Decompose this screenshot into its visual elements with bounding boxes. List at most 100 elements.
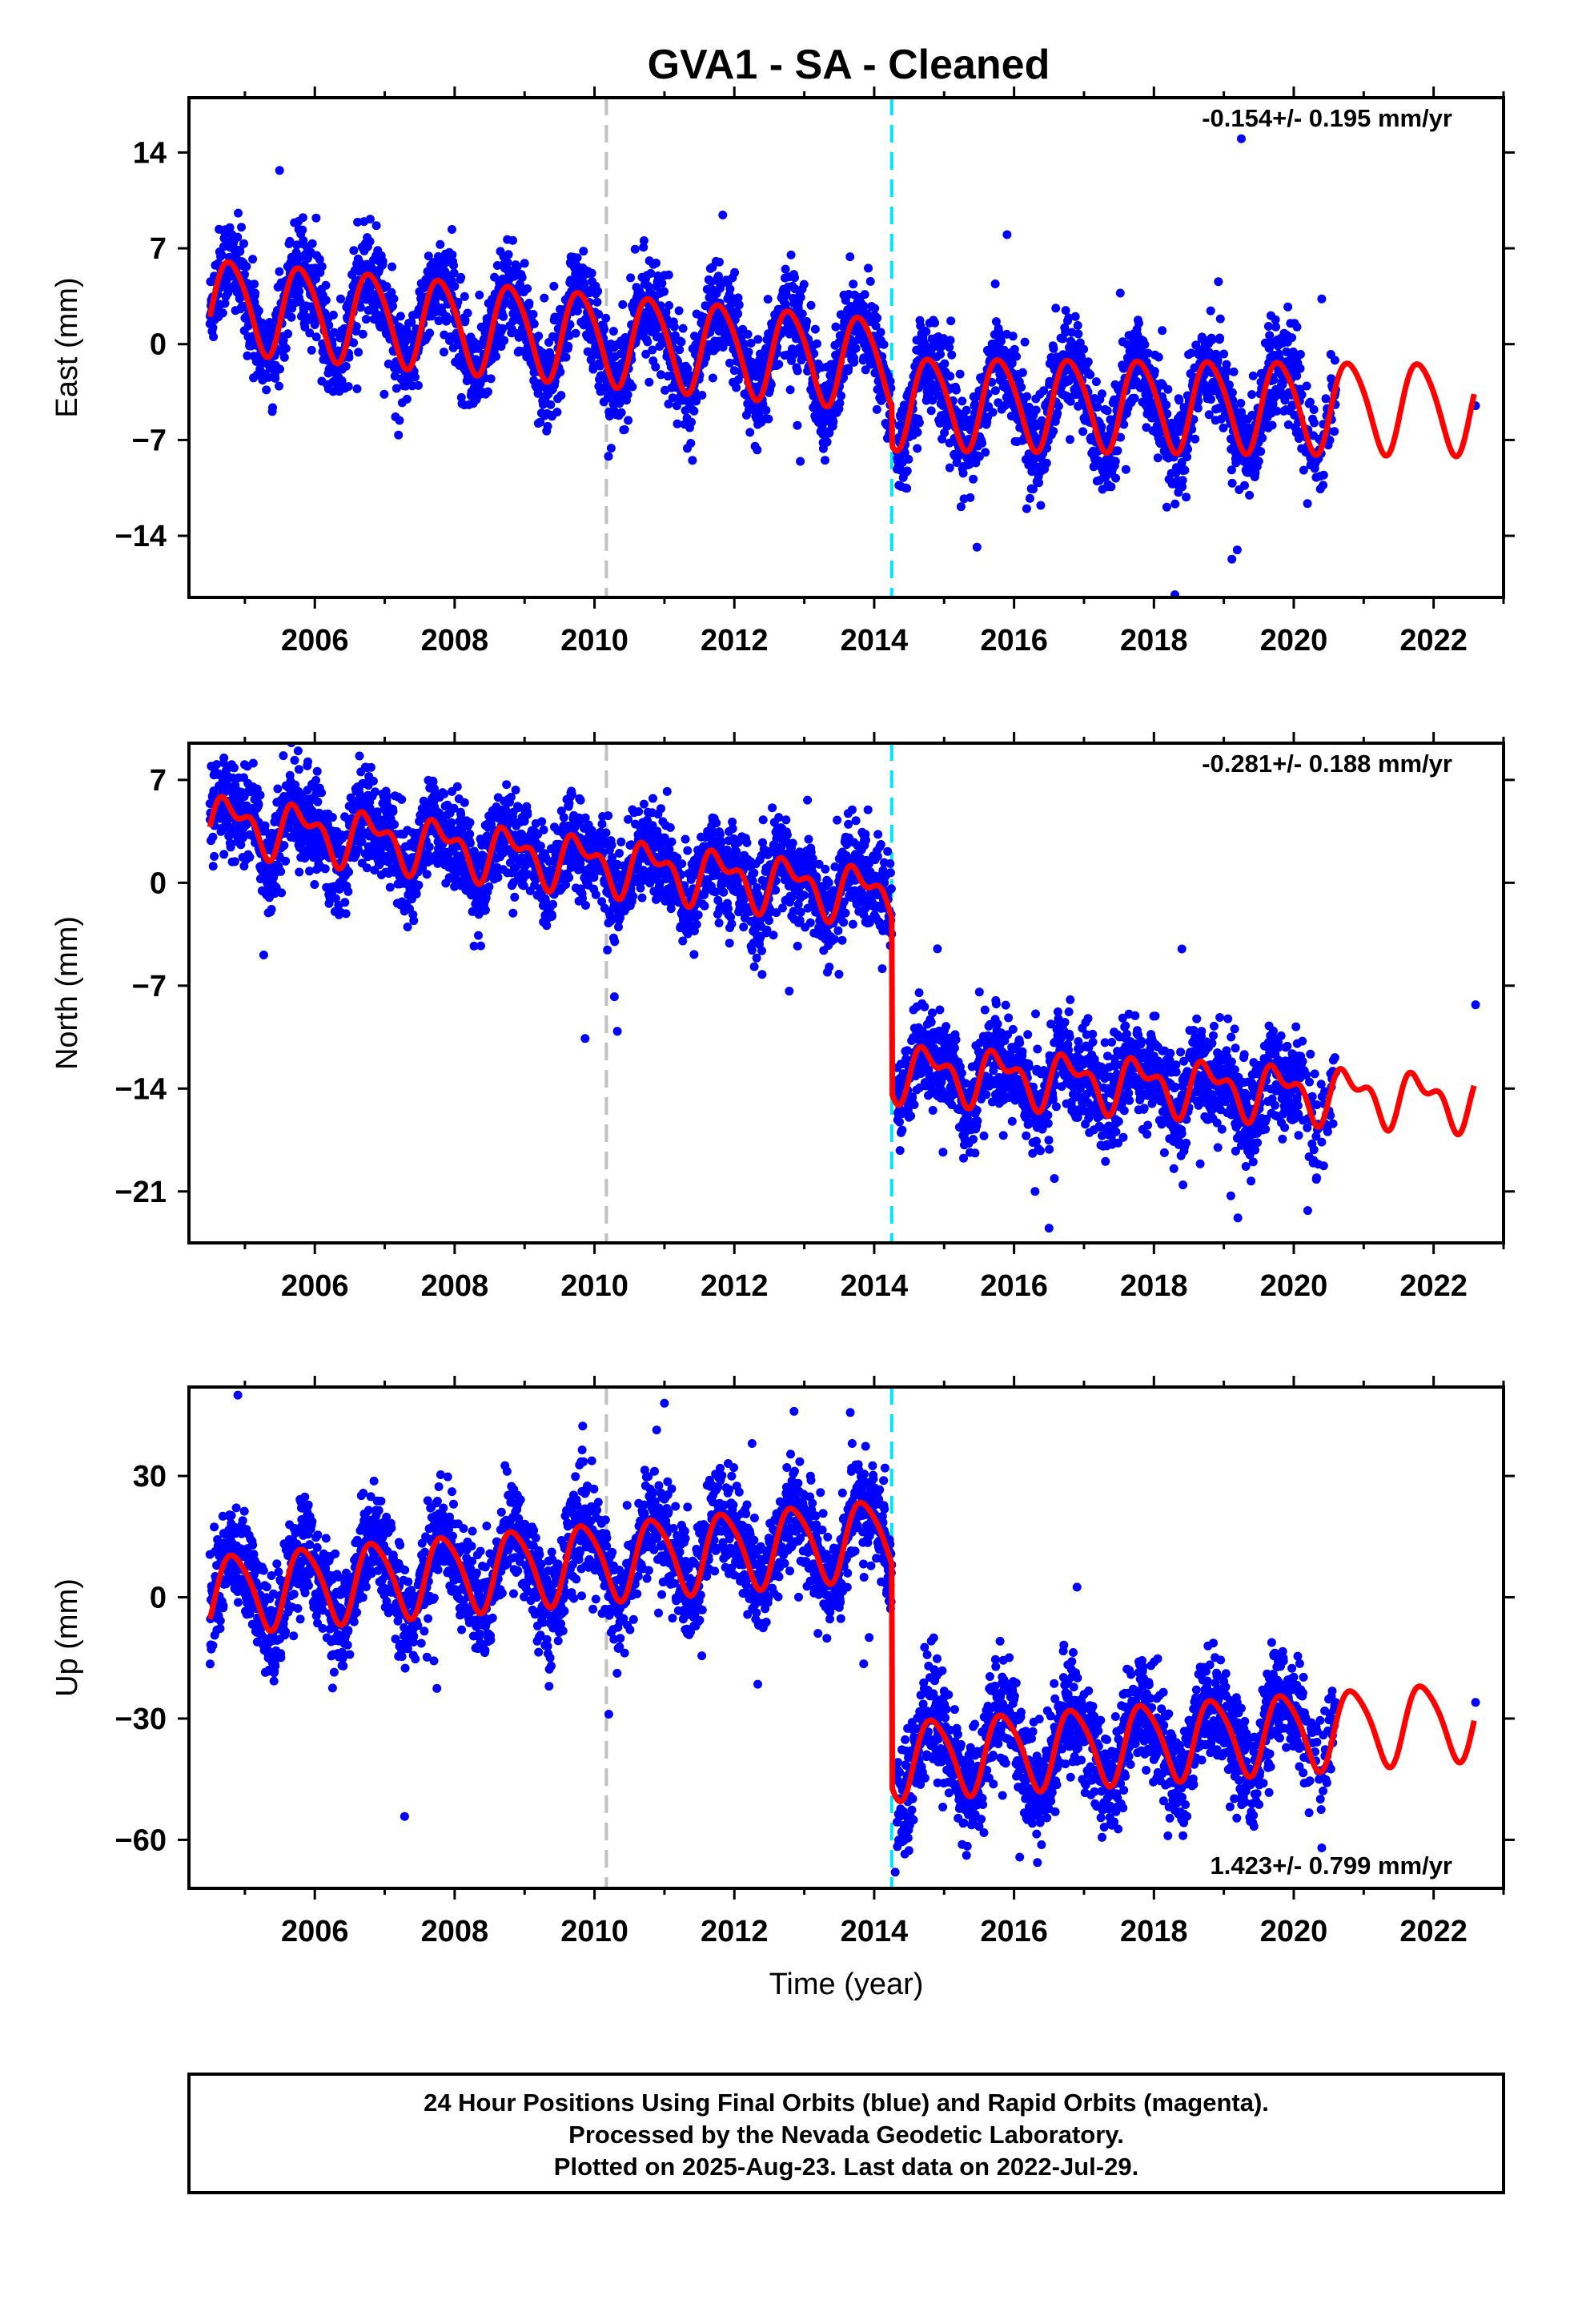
data-point (1031, 405, 1041, 415)
data-point (1303, 499, 1312, 509)
data-point (267, 905, 276, 914)
data-point (298, 213, 307, 223)
data-point (956, 502, 966, 512)
data-point (926, 406, 936, 416)
data-point (876, 328, 885, 337)
data-point (601, 313, 611, 323)
data-point (743, 329, 753, 339)
data-point (1310, 418, 1319, 428)
data-point (208, 832, 218, 842)
data-point (1098, 389, 1106, 399)
data-point (1236, 399, 1246, 408)
data-point (385, 883, 395, 892)
outlier-point (1236, 134, 1246, 143)
data-point (311, 775, 321, 785)
data-point (1186, 348, 1196, 358)
data-point (1054, 401, 1063, 411)
data-point (388, 806, 398, 816)
y-tick-label: −14 (115, 520, 167, 553)
x-tick-label: 2016 (980, 624, 1048, 657)
data-point (904, 455, 913, 464)
data-point (1111, 473, 1121, 483)
data-point (865, 276, 875, 286)
data-point (1036, 501, 1046, 510)
data-point (821, 456, 829, 465)
data-point (456, 272, 466, 282)
data-point (1074, 329, 1083, 339)
data-point (448, 225, 456, 234)
data-point (512, 262, 522, 271)
data-point (341, 909, 351, 919)
data-point (712, 344, 721, 353)
data-point (1150, 367, 1159, 376)
data-point (546, 400, 556, 409)
data-point (492, 352, 501, 361)
data-point (966, 493, 975, 502)
data-point (552, 408, 562, 417)
data-point (1267, 420, 1277, 430)
data-point (1070, 312, 1080, 321)
data-point (226, 842, 235, 852)
data-point (279, 336, 288, 345)
data-point (343, 887, 353, 896)
data-point (311, 332, 321, 342)
data-point (921, 327, 931, 336)
data-point (281, 344, 291, 353)
data-point (675, 345, 685, 355)
data-point (958, 396, 967, 406)
data-point (229, 763, 239, 773)
north-data-points (205, 743, 1480, 1233)
data-point (1302, 381, 1311, 391)
data-point (262, 385, 271, 395)
data-point (411, 372, 420, 382)
data-point (797, 309, 807, 319)
data-point (1232, 545, 1242, 555)
data-point (336, 294, 345, 304)
data-point (220, 299, 230, 308)
data-point (352, 384, 362, 393)
data-point (660, 287, 669, 296)
data-point (290, 755, 299, 765)
data-point (870, 304, 880, 313)
data-point (648, 345, 657, 355)
data-point (365, 215, 375, 224)
data-point (594, 309, 604, 319)
data-point (366, 762, 375, 772)
data-point (1206, 306, 1215, 316)
data-point (248, 255, 258, 264)
data-point (955, 369, 965, 379)
data-point (835, 398, 845, 408)
data-point (362, 863, 371, 873)
data-point (1207, 395, 1215, 404)
x-tick-label: 2012 (701, 624, 769, 657)
data-point (1020, 337, 1030, 347)
data-point (872, 404, 881, 414)
data-point (661, 385, 670, 395)
data-point (395, 416, 404, 425)
data-point (1227, 388, 1237, 397)
data-point (1154, 352, 1163, 362)
data-point (394, 430, 404, 440)
data-point (516, 279, 524, 289)
data-point (725, 284, 735, 294)
data-point (641, 349, 651, 359)
data-point (1295, 350, 1305, 359)
data-point (829, 417, 838, 427)
data-point (397, 794, 407, 804)
data-point (240, 270, 249, 279)
data-point (618, 300, 628, 309)
data-point (616, 408, 626, 417)
data-point (1248, 371, 1258, 380)
data-point (355, 303, 365, 312)
outlier-point (604, 452, 613, 461)
data-point (681, 406, 690, 416)
data-point (1140, 340, 1150, 349)
data-point (763, 295, 773, 304)
data-point (310, 880, 319, 889)
data-point (209, 332, 219, 342)
data-point (902, 484, 912, 493)
east-plot-area (205, 98, 1480, 597)
data-point (849, 357, 859, 367)
data-point (1042, 458, 1051, 468)
data-point (243, 321, 253, 331)
